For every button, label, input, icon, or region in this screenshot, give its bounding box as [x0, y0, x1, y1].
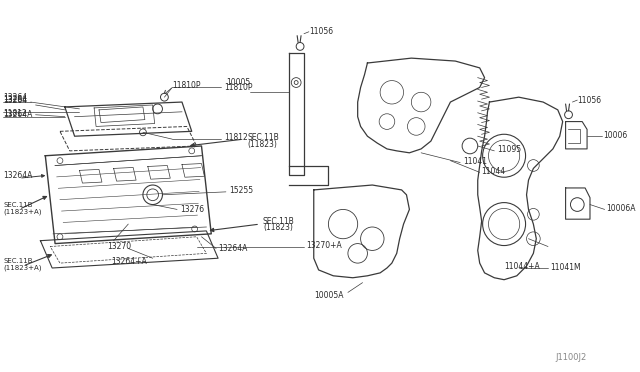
Text: (11823): (11823) — [248, 140, 277, 148]
Text: SEC.11B: SEC.11B — [263, 217, 295, 226]
Text: 13264: 13264 — [3, 96, 28, 105]
Text: 13264+A: 13264+A — [112, 257, 147, 266]
Text: 10005: 10005 — [226, 78, 250, 87]
Text: 11044+A: 11044+A — [504, 262, 540, 270]
Text: 10005A: 10005A — [314, 291, 343, 300]
Text: (11823+A): (11823+A) — [3, 208, 42, 215]
Text: 10006: 10006 — [604, 131, 628, 140]
Text: 11095: 11095 — [497, 145, 522, 154]
Text: 10006A: 10006A — [607, 204, 636, 213]
Text: 11044: 11044 — [482, 167, 506, 176]
Text: SEC.11B: SEC.11B — [248, 133, 279, 142]
Text: 11812: 11812 — [3, 109, 27, 118]
Text: SEC.11B: SEC.11B — [3, 202, 33, 208]
Text: 11056: 11056 — [577, 96, 602, 105]
Text: 13270+A: 13270+A — [306, 241, 342, 250]
Text: 11810P: 11810P — [224, 83, 252, 92]
Text: J1100J2: J1100J2 — [556, 353, 587, 362]
Text: 13276: 13276 — [180, 205, 204, 214]
Text: 13264: 13264 — [3, 94, 28, 104]
Text: (11823): (11823) — [263, 224, 293, 232]
Text: (11823+A): (11823+A) — [3, 265, 42, 271]
Text: 11056: 11056 — [309, 27, 333, 36]
Text: 11041: 11041 — [463, 157, 487, 166]
Text: 11812: 11812 — [224, 133, 248, 142]
Text: 11810P: 11810P — [172, 81, 201, 90]
Text: 11041M: 11041M — [550, 263, 580, 272]
Text: 13270: 13270 — [107, 242, 131, 251]
Text: 13264A: 13264A — [218, 244, 248, 253]
Text: SEC.11B: SEC.11B — [3, 258, 33, 264]
Text: 13264A: 13264A — [3, 110, 33, 119]
Text: 15255: 15255 — [229, 186, 253, 195]
Text: 13264: 13264 — [3, 93, 28, 102]
Text: 13264A: 13264A — [3, 171, 33, 180]
